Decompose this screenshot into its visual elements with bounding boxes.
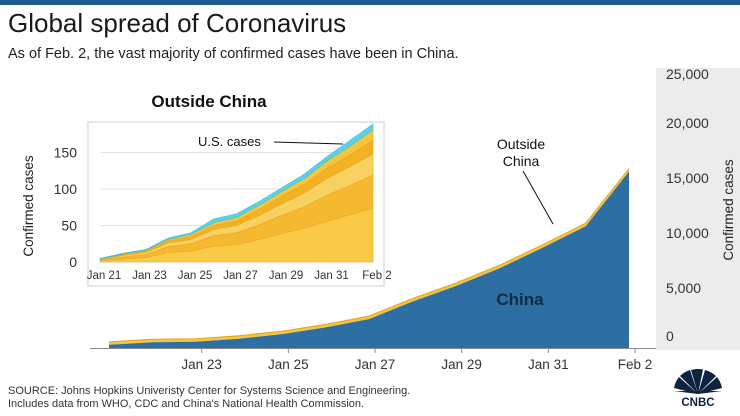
main-y-tick-label: 0: [666, 328, 674, 344]
top-accent-bar: [0, 0, 740, 5]
main-x-tick-label: Feb 2: [618, 357, 653, 372]
inset-y-tick-label: 100: [54, 181, 78, 197]
main-y-tick-label: 20,000: [666, 115, 709, 131]
annotation-outside-china-line2: China: [503, 153, 540, 169]
main-x-tick-label: Jan 25: [268, 357, 309, 372]
inset-x-tick-label: Jan 31: [314, 270, 349, 282]
line-outside-china-top: [108, 168, 630, 343]
main-y-axis-label: Confirmed cases: [721, 159, 736, 261]
source-line-1: SOURCE: Johns Hopkins Univeristy Center …: [8, 385, 411, 397]
inset-annotation-us: U.S. cases: [198, 134, 261, 149]
annotation-outside-china-line1: Outside: [497, 136, 545, 152]
inset-x-tick-label: Jan 21: [87, 270, 122, 282]
inset-y-axis-label: Confirmed cases: [21, 155, 36, 257]
cnbc-peacock-logo-icon: [674, 368, 722, 394]
main-x-tick-label: Jan 29: [441, 357, 482, 372]
area-china: [109, 171, 629, 348]
inset-x-tick-label: Jan 27: [223, 270, 258, 282]
main-x-tick-label: Jan 31: [528, 357, 569, 372]
inset-x-tick-label: Jan 23: [132, 270, 167, 282]
inset-x-tick-label: Jan 25: [178, 270, 213, 282]
chart-title: Global spread of Coronavirus: [8, 8, 347, 38]
inset-title: Outside China: [151, 92, 267, 111]
main-y-tick-label: 5,000: [666, 280, 701, 296]
right-axis-panel: [656, 68, 740, 350]
inset-x-tick-label: Feb 2: [362, 270, 391, 282]
inset-y-tick-label: 0: [69, 254, 77, 270]
annotation-china: China: [496, 290, 544, 309]
chart-subtitle: As of Feb. 2, the vast majority of confi…: [8, 46, 459, 62]
main-x-tick-label: Jan 23: [181, 357, 222, 372]
inset-y-tick-label: 50: [61, 218, 77, 234]
inset-chart: Outside China 0 50 100 150 Confirmed cases Jan…: [21, 92, 392, 287]
main-y-tick-label: 15,000: [666, 170, 709, 186]
source-note: SOURCE: Johns Hopkins Univeristy Center …: [8, 385, 410, 411]
inset-annotation-us-leader: [273, 141, 344, 145]
cnbc-logo-text: CNBC: [681, 397, 715, 409]
inset-y-tick-label: 150: [54, 145, 78, 161]
inset-x-tick-label: Jan 29: [269, 270, 304, 282]
main-y-tick-label: 10,000: [666, 225, 709, 241]
inset-area-us: [99, 123, 374, 260]
annotation-outside-china-leader: [522, 170, 554, 225]
main-y-tick-label: 25,000: [666, 66, 709, 82]
source-line-2: Includes data from WHO, CDC and China's …: [8, 398, 365, 410]
main-x-tick-label: Jan 27: [355, 357, 396, 372]
